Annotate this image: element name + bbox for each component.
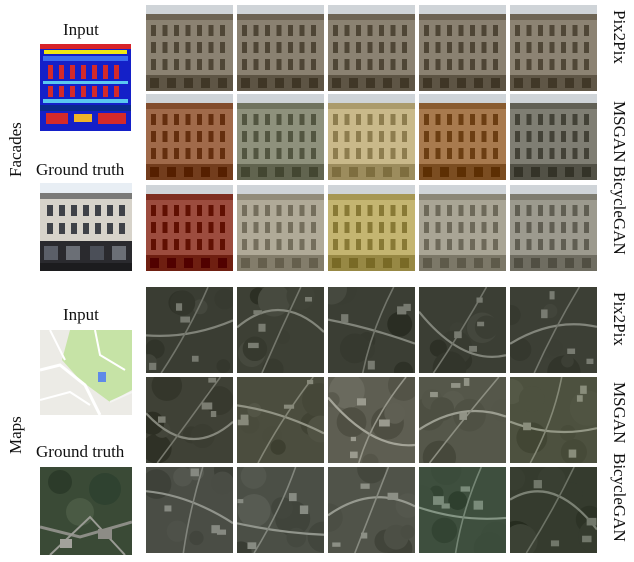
facades-input-label: Input [63,20,99,39]
map-output-tile [328,467,415,553]
facade-output-tile [237,185,324,271]
map-output-tile [510,377,597,463]
facade-output-tile [146,185,233,271]
facade-output-tile [237,94,324,180]
facade-output-tile [510,185,597,271]
facade-output-tile [328,185,415,271]
map-output-tile [510,287,597,373]
facades-row-label-msgan: MSGAN [610,101,629,163]
map-output-tile [419,467,506,553]
map-output-tile [419,287,506,373]
maps-section-label: Maps [6,416,25,454]
map-output-tile [510,467,597,553]
map-output-tile [237,287,324,373]
facades-output-grid [0,0,634,280]
maps-ground-truth-image [40,467,132,555]
facade-output-tile [146,94,233,180]
facade-output-tile [510,5,597,91]
facade-output-tile [146,5,233,91]
facades-input-image [40,44,131,131]
maps-input-label: Input [63,305,99,324]
map-output-tile [146,467,233,553]
map-output-tile [237,377,324,463]
maps-input-image [40,330,132,415]
map-output-tile [237,467,324,553]
facades-ground-truth-image [40,183,132,271]
facade-output-tile [237,5,324,91]
maps-row-label-msgan: MSGAN [610,382,629,444]
map-output-tile [146,377,233,463]
facades-row-label-bicyclegan: BicycleGAN [610,166,629,255]
facade-output-tile [328,94,415,180]
facade-output-tile [419,185,506,271]
maps-row-label-bicyclegan: BicycleGAN [610,453,629,542]
facade-output-tile [419,94,506,180]
facades-row-label-pix2pix: Pix2Pix [610,10,629,64]
map-output-tile [328,377,415,463]
facades-ground-truth-label: Ground truth [36,160,125,179]
maps-ground-truth-label: Ground truth [36,442,125,461]
facade-output-tile [328,5,415,91]
facade-output-tile [510,94,597,180]
maps-row-label-pix2pix: Pix2Pix [610,292,629,346]
facade-output-tile [419,5,506,91]
map-output-tile [328,287,415,373]
map-output-tile [146,287,233,373]
map-output-tile [419,377,506,463]
